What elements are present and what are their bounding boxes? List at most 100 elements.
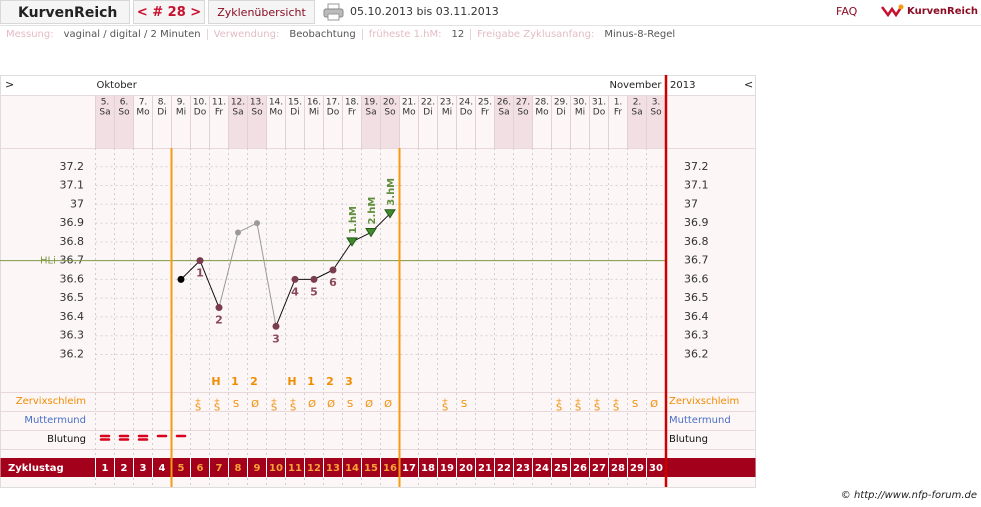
- temp-point: [235, 229, 241, 236]
- weekday-label: So: [384, 108, 396, 118]
- temp-point: [291, 275, 299, 283]
- mucus-symbol: + S: [556, 396, 563, 414]
- print-sheet: [327, 13, 340, 21]
- cycle-day: 25: [554, 463, 568, 474]
- weekday-label: Fr: [614, 108, 623, 118]
- mucus-symbol-part: +: [594, 396, 601, 405]
- cycle-day: 15: [364, 463, 378, 474]
- y-tick-label: 36.2: [60, 347, 85, 360]
- mucus-peak: 2: [250, 375, 258, 388]
- weekday-label: So: [650, 108, 662, 118]
- setting-label: Freigabe Zyklusanfang:: [477, 29, 595, 40]
- temp-segment: [256, 222, 277, 327]
- cycle-day: 1: [102, 463, 109, 474]
- day-label: 23.: [440, 98, 454, 108]
- cycle-day: 28: [611, 463, 625, 474]
- mucus-symbol-part: S: [575, 403, 581, 414]
- cycle-day: 18: [421, 463, 435, 474]
- logo-icon[interactable]: [880, 3, 904, 21]
- overview-link[interactable]: Zyklenübersicht: [208, 0, 315, 24]
- print-icon[interactable]: [323, 3, 345, 21]
- logo-curve: [881, 5, 904, 18]
- setting-value: Beobachtung: [289, 29, 356, 40]
- cycle-nav[interactable]: < # 28 >: [133, 0, 205, 24]
- day-label: 3.: [652, 98, 661, 108]
- temp-point-high: [346, 237, 358, 247]
- day-label: 2.: [633, 98, 642, 108]
- mucus-symbol: + S: [442, 396, 449, 414]
- brand[interactable]: KurvenReich: [0, 0, 130, 24]
- high-label: 2.hM: [367, 197, 378, 225]
- bleeding-mark: [99, 434, 111, 441]
- y-tick-label: 36.8: [60, 235, 85, 248]
- cervix-label-right: Muttermund: [669, 415, 731, 426]
- temp-point: [310, 275, 318, 283]
- temp-point-high: [384, 209, 396, 219]
- mucus-label-right: Zervixschleim: [669, 396, 739, 407]
- temp-point: [196, 257, 204, 265]
- coverline-label: HLi: [40, 256, 56, 267]
- mucus-symbol: + S: [613, 396, 620, 414]
- day-label: 13.: [250, 98, 264, 108]
- mucus-symbol-part: +: [613, 396, 620, 405]
- month-label: November: [610, 80, 663, 91]
- mucus-symbol: S: [233, 399, 239, 410]
- day-label: 11.: [212, 98, 226, 108]
- y-tick-label-right: 36.9: [684, 216, 709, 229]
- cycle-day: 30: [649, 463, 663, 474]
- weekday-label: Fr: [348, 108, 357, 118]
- cycle-day: 16: [383, 463, 397, 474]
- mucus-symbol: Ø: [327, 398, 335, 410]
- mucus-symbol-part: +: [271, 396, 278, 405]
- setting-label: Messung:: [6, 29, 54, 40]
- temp-point: [254, 220, 260, 227]
- setting: früheste 1.hM: 12: [361, 29, 471, 40]
- cycle-day: 17: [402, 463, 416, 474]
- y-tick-label-right: 36.6: [684, 272, 709, 285]
- weekend-shade: [361, 95, 381, 148]
- mucus-symbol: + S: [290, 396, 297, 414]
- high-label: 1.hM: [348, 206, 359, 234]
- mucus-symbol-part: +: [556, 396, 563, 405]
- bleeding-mark: [137, 434, 149, 441]
- bleeding-label-right: Blutung: [669, 434, 708, 445]
- y-tick-label-right: 37: [684, 197, 698, 210]
- day-label: 19.: [364, 98, 378, 108]
- temp-label: 4: [291, 285, 299, 298]
- weekday-label: Do: [460, 108, 473, 118]
- y-tick-label-right: 36.8: [684, 235, 709, 248]
- mucus-symbol: Ø: [308, 398, 316, 410]
- mucus-symbol-part: S: [594, 403, 600, 414]
- temp-label: 2: [215, 314, 223, 327]
- day-label: 1.: [614, 98, 623, 108]
- cycle-day: 27: [592, 463, 606, 474]
- logo-text[interactable]: KurvenReich: [907, 6, 979, 17]
- weekday-label: Di: [556, 108, 565, 118]
- y-tick-label-right: 36.2: [684, 347, 709, 360]
- mucus-peak: 3: [345, 375, 353, 388]
- temp-segment: [180, 260, 201, 280]
- temp-label: 1: [196, 267, 204, 280]
- y-tick-label: 36.3: [60, 329, 85, 342]
- mucus-symbol: + S: [271, 396, 278, 414]
- y-tick-label: 36.4: [60, 310, 85, 323]
- weekday-label: Di: [423, 108, 432, 118]
- mucus-symbol: + S: [195, 396, 202, 414]
- mucus-symbol-part: +: [290, 396, 297, 405]
- faq-link[interactable]: FAQ: [836, 5, 858, 18]
- mucus-symbol: S: [347, 399, 353, 410]
- weekday-label: Mo: [535, 108, 549, 118]
- weekday-label: Do: [327, 108, 340, 118]
- weekend-shade: [646, 95, 666, 148]
- weekday-label: So: [517, 108, 529, 118]
- weekend-shade: [247, 95, 267, 148]
- temp-segment: [199, 260, 220, 308]
- y-tick-label-right: 37.2: [684, 160, 709, 173]
- cycle-day: 26: [573, 463, 587, 474]
- y-tick-label-right: 36.7: [684, 254, 709, 267]
- high-label: 3.hM: [386, 178, 397, 206]
- temp-label: 3: [272, 332, 280, 345]
- weekday-label: Mo: [136, 108, 150, 118]
- cycle-day: 14: [345, 463, 359, 474]
